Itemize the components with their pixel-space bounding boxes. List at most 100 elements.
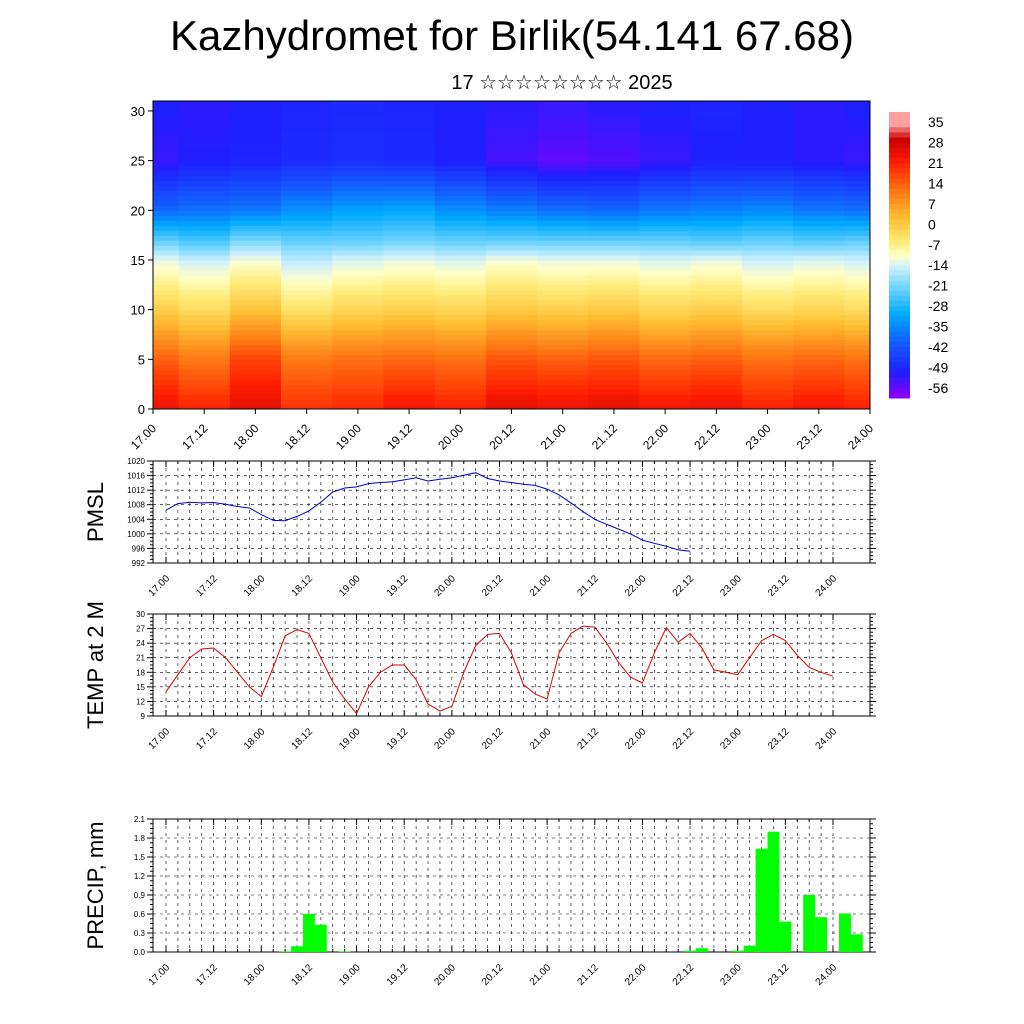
colorbar-swatch xyxy=(889,331,910,338)
heatmap-cell xyxy=(229,195,282,201)
heatmap-cell xyxy=(588,314,641,321)
heatmap-cell xyxy=(281,269,333,276)
heatmap-cell xyxy=(434,245,487,251)
heatmap-cell xyxy=(434,130,487,137)
heatmap-cell xyxy=(690,135,743,142)
heatmap-cell xyxy=(588,200,641,206)
heatmap-cell xyxy=(229,319,282,326)
x-tick-label: 21.00 xyxy=(528,573,554,599)
heatmap-cell xyxy=(332,180,385,187)
heatmap-cell xyxy=(844,250,870,256)
heatmap-cell xyxy=(485,165,538,172)
heatmap-cell xyxy=(690,334,743,341)
heatmap-cell xyxy=(153,294,180,301)
heatmap-cell xyxy=(793,294,845,301)
heatmap-cell xyxy=(639,210,692,216)
heatmap-cell xyxy=(178,195,231,201)
heatmap-cell xyxy=(742,404,794,409)
heatmap-cell xyxy=(383,115,436,122)
heatmap-cell xyxy=(690,210,743,216)
heatmap-cell xyxy=(844,289,870,296)
x-tick-label: 19.00 xyxy=(337,962,363,988)
heatmap-cell xyxy=(690,379,743,385)
heatmap-cell xyxy=(434,389,487,395)
heatmap-cell xyxy=(639,399,692,405)
heatmap-cell xyxy=(742,304,794,311)
colorbar-label: -49 xyxy=(928,359,948,375)
x-tick-label: 21.12 xyxy=(575,726,601,752)
heatmap-cell xyxy=(229,260,282,266)
heatmap-cell xyxy=(485,284,538,291)
heatmap-cell xyxy=(537,155,589,162)
heatmap-cell xyxy=(537,140,589,147)
heatmap-cell xyxy=(383,344,436,350)
colorbar-label: 28 xyxy=(928,135,944,151)
colorbar-swatch xyxy=(889,219,910,225)
heatmap-cell xyxy=(281,349,333,355)
y-tick-label: 5 xyxy=(138,352,145,367)
heatmap-cell xyxy=(178,284,231,291)
heatmap-cells xyxy=(153,101,870,409)
heatmap-cell xyxy=(588,155,641,162)
heatmap-cell xyxy=(281,284,333,291)
heatmap-cell xyxy=(153,155,180,162)
heatmap-cell xyxy=(229,394,282,400)
heatmap-cell xyxy=(844,135,870,142)
colorbar-label: -7 xyxy=(928,237,941,253)
heatmap-cell xyxy=(229,200,282,206)
heatmap-cell xyxy=(281,245,333,251)
heatmap-cell xyxy=(793,329,845,336)
precip-bar xyxy=(815,917,827,952)
colorbar-swatch xyxy=(889,316,910,322)
heatmap-cell xyxy=(178,349,231,355)
heatmap-cell xyxy=(742,339,794,346)
y-tick-label: 18 xyxy=(136,668,145,677)
heatmap-cell xyxy=(178,399,231,405)
heatmap-cell xyxy=(588,354,641,360)
heatmap-cell xyxy=(742,279,794,286)
heatmap-cell xyxy=(281,135,333,142)
heatmap-cell xyxy=(588,269,641,276)
colorbar-swatch xyxy=(889,214,910,220)
heatmap-cell xyxy=(434,135,487,142)
heatmap-cell xyxy=(844,145,870,152)
heatmap-cell xyxy=(332,185,385,192)
heatmap-cell xyxy=(639,274,692,281)
heatmap-cell xyxy=(281,215,333,221)
heatmap-cell xyxy=(332,160,385,167)
y-axis-label: TEMP at 2 M xyxy=(83,601,108,729)
heatmap-cell xyxy=(793,150,845,157)
heatmap-cell xyxy=(485,294,538,301)
heatmap-cell xyxy=(690,354,743,360)
heatmap-cell xyxy=(793,240,845,246)
heatmap-cell xyxy=(178,165,231,172)
colorbar-swatch xyxy=(889,372,910,379)
heatmap-cell xyxy=(153,354,180,360)
colorbar-swatch xyxy=(889,137,910,144)
heatmap-cell xyxy=(178,329,231,336)
heatmap-cell xyxy=(178,384,231,390)
heatmap-cell xyxy=(332,225,385,231)
heatmap-cell xyxy=(588,230,641,236)
precip-bar xyxy=(696,948,708,952)
heatmap-cell xyxy=(332,120,385,127)
x-tick-label: 22.12 xyxy=(671,726,697,752)
x-tick-label: 22.12 xyxy=(671,962,697,988)
heatmap-cell xyxy=(537,354,589,360)
heatmap-cell xyxy=(742,150,794,157)
y-tick-label: 9 xyxy=(141,712,146,721)
heatmap-cell xyxy=(229,145,282,152)
colorbar-swatch xyxy=(889,229,910,236)
x-tick-label: 20.12 xyxy=(486,421,517,452)
heatmap-cell xyxy=(178,185,231,192)
heatmap-cell xyxy=(383,389,436,395)
heatmap-cell xyxy=(537,279,589,286)
heatmap-cell xyxy=(434,180,487,187)
heatmap-cell xyxy=(485,180,538,187)
heatmap-cell xyxy=(844,304,870,311)
heatmap-cell xyxy=(485,110,538,117)
heatmap-cell xyxy=(281,190,333,196)
heatmap-cell xyxy=(639,120,692,127)
heatmap-cell xyxy=(537,389,589,395)
heatmap-cell xyxy=(793,135,845,142)
